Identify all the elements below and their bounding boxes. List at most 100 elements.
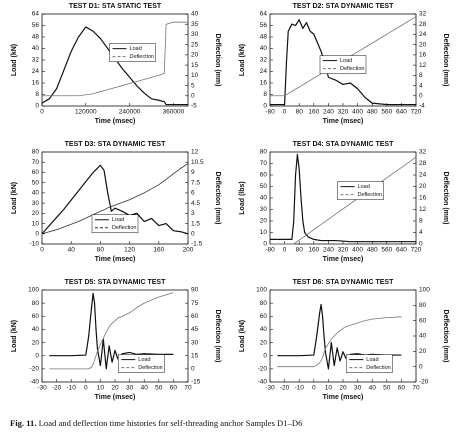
y-tick-label: -20 [258,366,268,373]
y-tick-label: 80 [260,149,268,156]
y-tick-label: 80 [32,149,40,156]
x-tick-label: 560 [381,247,392,254]
y2-tick-label: 0 [419,241,423,248]
x-tick-label: 560 [381,109,392,116]
caption: Fig. 11. Load and deflection time histor… [10,418,450,428]
y-axis-label: Load (kN) [11,44,18,76]
y2-tick-label: 10.5 [191,159,204,166]
chart-title: TEST D3: STA DYNAMIC TEST [65,141,166,148]
x-tick-label: 20 [339,385,347,392]
chart-title: TEST D6: STA DYNAMIC TEST [293,279,394,286]
x-axis-label: Time (msec) [323,394,364,401]
y2-axis-label: Deflection (mm) [214,310,221,363]
x-tick-label: 0 [283,109,287,116]
y-tick-label: 20 [260,339,268,346]
series-line [270,156,417,245]
y-tick-label: 80 [260,300,268,307]
x-tick-label: 720 [411,109,422,116]
y2-tick-label: 9 [191,169,195,176]
x-tick-label: -30 [265,385,275,392]
y2-tick-label: 60 [419,317,427,324]
x-tick-label: 320 [338,109,349,116]
y2-tick-label: 8 [419,72,423,79]
y2-tick-label: 0 [191,230,195,237]
y-tick-label: 30 [260,206,268,213]
y-tick-label: 0 [263,352,267,359]
legend-label: Deflection [130,54,154,60]
y2-tick-label: 4 [419,229,423,236]
x-tick-label: 640 [396,109,407,116]
y-tick-label: 32 [260,57,268,64]
plot-frame [41,151,189,245]
y-tick-label: 10 [32,220,40,227]
y2-tick-label: 16 [419,52,427,59]
x-tick-label: 50 [155,385,163,392]
y-tick-label: 0 [35,352,39,359]
y-tick-label: 56 [260,22,268,29]
y2-tick-label: 5 [191,82,195,89]
y-axis-label: Load (lbs) [239,181,246,214]
y-axis-label: Load (kN) [239,320,246,352]
y-tick-label: 20 [260,218,268,225]
y2-tick-label: 16 [419,195,427,202]
y-tick-label: -40 [30,379,40,386]
x-tick-label: 240000 [119,109,141,116]
y-tick-label: 0 [35,103,39,110]
y-tick-label: 60 [260,313,268,320]
x-tick-label: -80 [265,109,275,116]
y-tick-label: 20 [32,339,40,346]
y-tick-label: 30 [32,200,40,207]
series-line [270,153,416,243]
y2-tick-label: 20 [191,52,199,59]
series-line [41,163,189,235]
x-axis-label: Time (msec) [95,256,136,263]
legend-label: Deflection [340,66,364,72]
x-tick-label: 120 [124,247,135,254]
y-tick-label: 56 [32,22,40,29]
y2-tick-label: 0 [191,92,195,99]
y-tick-label: 64 [260,11,268,18]
y2-tick-label: 8 [419,218,423,225]
x-axis-label: Time (msec) [95,394,136,401]
x-tick-label: 400 [352,247,363,254]
y2-tick-label: 0 [191,366,195,373]
x-tick-label: 240 [323,109,334,116]
y-tick-label: 16 [260,80,268,87]
y2-tick-label: -1.5 [191,241,203,248]
x-tick-label: 80 [296,247,304,254]
y-tick-label: 80 [32,300,40,307]
x-tick-label: 70 [412,385,420,392]
y-tick-label: 40 [260,45,268,52]
y2-tick-label: 28 [419,160,427,167]
x-tick-label: 480 [367,247,378,254]
series-line [270,19,416,106]
legend-label: Deflection [138,365,162,371]
y2-tick-label: -4 [419,103,425,110]
y2-tick-label: 1.5 [191,220,200,227]
x-tick-label: 30 [354,385,362,392]
x-tick-label: 20 [111,385,119,392]
x-tick-label: 240 [323,247,334,254]
y2-tick-label: 4 [419,82,423,89]
y2-tick-label: 32 [419,149,427,156]
y-tick-label: 20 [32,210,40,217]
y2-tick-label: 7.5 [191,179,200,186]
x-tick-label: 40 [369,385,377,392]
x-tick-label: 720 [411,247,422,254]
y-axis-label: Load (kN) [11,320,18,352]
series-line [49,292,174,370]
y2-tick-label: 25 [191,41,199,48]
y2-axis-label: Deflection (mm) [442,310,449,363]
x-tick-label: -10 [294,385,304,392]
y2-tick-label: 6 [191,190,195,197]
y-axis-label: Load (kN) [11,182,18,214]
y-tick-label: 0 [263,241,267,248]
y-tick-label: 32 [32,57,40,64]
y2-tick-label: 30 [191,31,199,38]
y2-tick-label: 20 [419,348,427,355]
y2-tick-label: 0 [419,92,423,99]
legend-label: Load [138,357,150,363]
y2-tick-label: 12 [419,206,427,213]
x-tick-label: 30 [126,385,134,392]
y-tick-label: 70 [260,160,268,167]
